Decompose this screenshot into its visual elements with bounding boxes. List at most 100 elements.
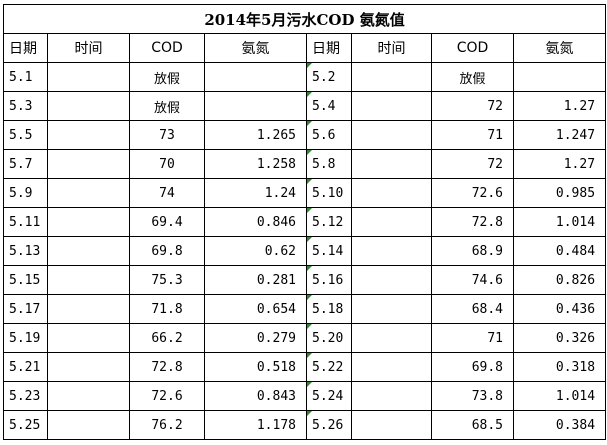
date-cell-2[interactable]: 5.24: [306, 381, 352, 411]
ammonia-nitrogen-cell-2[interactable]: 1.27: [512, 149, 607, 179]
cod-cell[interactable]: 66.2: [129, 323, 205, 353]
cod-cell[interactable]: 放假: [129, 91, 205, 121]
cod-cell[interactable]: 74: [129, 178, 205, 208]
date-cell[interactable]: 5.9: [3, 178, 48, 208]
cod-cell-2[interactable]: 72.8: [431, 207, 514, 237]
ammonia-nitrogen-cell-2[interactable]: 0.826: [512, 265, 607, 295]
date-cell[interactable]: 5.11: [3, 207, 48, 237]
ammonia-nitrogen-cell-2[interactable]: 0.484: [512, 236, 607, 266]
cod-cell-2[interactable]: 72.6: [431, 178, 514, 208]
ammonia-nitrogen-cell-2[interactable]: [512, 62, 607, 92]
date-cell-2[interactable]: 5.12: [306, 207, 352, 237]
table-title[interactable]: 2014年5月污水COD 氨氮值: [2, 4, 607, 34]
cod-cell[interactable]: 73: [129, 120, 205, 150]
ammonia-nitrogen-cell[interactable]: 0.279: [204, 323, 307, 353]
ammonia-nitrogen-cell[interactable]: 1.265: [204, 120, 307, 150]
time-cell-2[interactable]: [351, 178, 432, 208]
ammonia-nitrogen-cell-2[interactable]: 0.384: [512, 410, 607, 440]
date-cell-2[interactable]: 5.18: [306, 294, 352, 324]
header-cod-2[interactable]: COD: [431, 33, 514, 63]
cod-cell-2[interactable]: 74.6: [431, 265, 514, 295]
time-cell-2[interactable]: [351, 91, 432, 121]
date-cell-2[interactable]: 5.16: [306, 265, 352, 295]
ammonia-nitrogen-cell-2[interactable]: 1.014: [512, 381, 607, 411]
cod-cell-2[interactable]: 73.8: [431, 381, 514, 411]
ammonia-nitrogen-cell[interactable]: 1.178: [204, 410, 307, 440]
time-cell[interactable]: [47, 323, 130, 353]
cod-cell-2[interactable]: 68.4: [431, 294, 514, 324]
time-cell-2[interactable]: [351, 62, 432, 92]
cod-cell-2[interactable]: 72: [431, 149, 514, 179]
time-cell[interactable]: [47, 381, 130, 411]
time-cell-2[interactable]: [351, 352, 432, 382]
time-cell[interactable]: [47, 410, 130, 440]
date-cell[interactable]: 5.15: [3, 265, 48, 295]
time-cell[interactable]: [47, 120, 130, 150]
ammonia-nitrogen-cell-2[interactable]: 0.326: [512, 323, 607, 353]
header-cod[interactable]: COD: [129, 33, 205, 63]
date-cell-2[interactable]: 5.2: [306, 62, 352, 92]
cod-cell[interactable]: 76.2: [129, 410, 205, 440]
cod-cell[interactable]: 放假: [129, 62, 205, 92]
date-cell[interactable]: 5.1: [3, 62, 48, 92]
ammonia-nitrogen-cell[interactable]: 0.843: [204, 381, 307, 411]
date-cell[interactable]: 5.7: [3, 149, 48, 179]
time-cell-2[interactable]: [351, 294, 432, 324]
time-cell[interactable]: [47, 178, 130, 208]
header-date[interactable]: 日期: [3, 33, 48, 63]
cod-cell[interactable]: 71.8: [129, 294, 205, 324]
cod-cell-2[interactable]: 68.5: [431, 410, 514, 440]
date-cell-2[interactable]: 5.8: [306, 149, 352, 179]
ammonia-nitrogen-cell-2[interactable]: 0.318: [512, 352, 607, 382]
date-cell[interactable]: 5.3: [3, 91, 48, 121]
cod-cell[interactable]: 72.8: [129, 352, 205, 382]
cod-cell[interactable]: 69.8: [129, 236, 205, 266]
date-cell-2[interactable]: 5.6: [306, 120, 352, 150]
ammonia-nitrogen-cell[interactable]: [204, 91, 307, 121]
cod-cell-2[interactable]: 69.8: [431, 352, 514, 382]
time-cell-2[interactable]: [351, 149, 432, 179]
cod-cell-2[interactable]: 72: [431, 91, 514, 121]
cod-cell-2[interactable]: 71: [431, 323, 514, 353]
date-cell[interactable]: 5.5: [3, 120, 48, 150]
date-cell[interactable]: 5.13: [3, 236, 48, 266]
cod-cell[interactable]: 75.3: [129, 265, 205, 295]
cod-cell[interactable]: 69.4: [129, 207, 205, 237]
ammonia-nitrogen-cell[interactable]: 0.846: [204, 207, 307, 237]
ammonia-nitrogen-cell-2[interactable]: 0.985: [512, 178, 607, 208]
time-cell-2[interactable]: [351, 265, 432, 295]
date-cell-2[interactable]: 5.22: [306, 352, 352, 382]
time-cell[interactable]: [47, 265, 130, 295]
ammonia-nitrogen-cell[interactable]: 1.24: [204, 178, 307, 208]
time-cell[interactable]: [47, 207, 130, 237]
ammonia-nitrogen-cell-2[interactable]: 1.247: [512, 120, 607, 150]
time-cell[interactable]: [47, 149, 130, 179]
ammonia-nitrogen-cell[interactable]: 0.518: [204, 352, 307, 382]
header-ammonia-nitrogen-2[interactable]: 氨氮: [512, 33, 607, 63]
time-cell[interactable]: [47, 91, 130, 121]
ammonia-nitrogen-cell[interactable]: [204, 62, 307, 92]
time-cell[interactable]: [47, 294, 130, 324]
cod-cell-2[interactable]: 68.9: [431, 236, 514, 266]
date-cell-2[interactable]: 5.26: [306, 410, 352, 440]
date-cell-2[interactable]: 5.4: [306, 91, 352, 121]
date-cell[interactable]: 5.17: [3, 294, 48, 324]
time-cell-2[interactable]: [351, 236, 432, 266]
time-cell-2[interactable]: [351, 410, 432, 440]
date-cell-2[interactable]: 5.20: [306, 323, 352, 353]
time-cell[interactable]: [47, 236, 130, 266]
date-cell[interactable]: 5.19: [3, 323, 48, 353]
time-cell-2[interactable]: [351, 381, 432, 411]
date-cell-2[interactable]: 5.10: [306, 178, 352, 208]
cod-cell[interactable]: 70: [129, 149, 205, 179]
ammonia-nitrogen-cell-2[interactable]: 1.014: [512, 207, 607, 237]
time-cell-2[interactable]: [351, 323, 432, 353]
time-cell[interactable]: [47, 352, 130, 382]
cod-cell-2[interactable]: 放假: [431, 62, 514, 92]
date-cell-2[interactable]: 5.14: [306, 236, 352, 266]
time-cell[interactable]: [47, 62, 130, 92]
cod-cell[interactable]: 72.6: [129, 381, 205, 411]
time-cell-2[interactable]: [351, 207, 432, 237]
date-cell[interactable]: 5.25: [3, 410, 48, 440]
header-date-2[interactable]: 日期: [306, 33, 352, 63]
